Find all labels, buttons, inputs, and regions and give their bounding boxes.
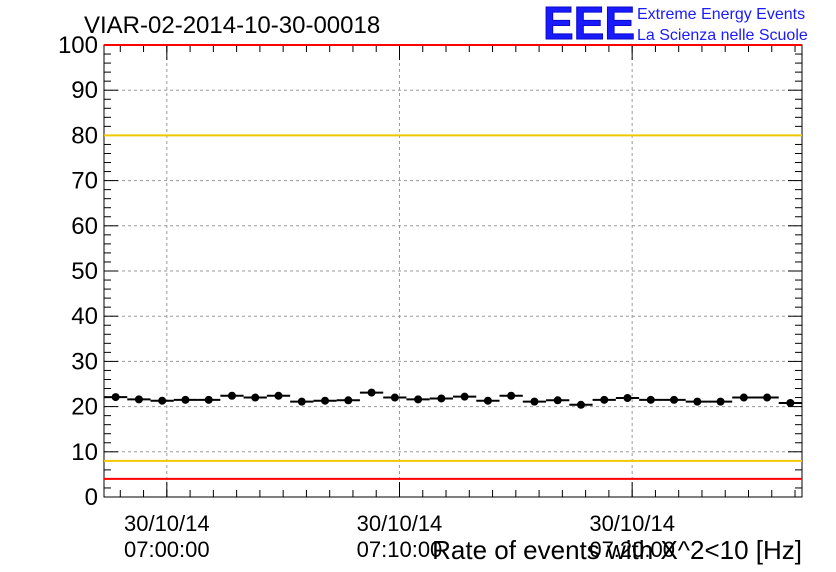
- x-tick-date: 30/10/14: [589, 511, 675, 536]
- y-tick-label: 50: [71, 258, 98, 285]
- chart-title: VIAR-02-2014-10-30-00018: [84, 12, 380, 39]
- x-tick-time: 07:00:00: [124, 537, 210, 562]
- y-tick-label: 30: [71, 348, 98, 375]
- data-point: [483, 396, 492, 405]
- y-tick-label: 40: [71, 303, 98, 330]
- data-point: [507, 391, 516, 400]
- y-tick-label: 60: [71, 213, 98, 240]
- data-point: [344, 396, 353, 405]
- x-tick-time: 07:20:00: [589, 537, 675, 562]
- y-tick-label: 100: [58, 32, 98, 59]
- data-point: [158, 396, 167, 405]
- data-point: [297, 397, 306, 406]
- data-point: [763, 393, 772, 402]
- eee-logo: EEE Extreme Energy Events La Scienza nel…: [543, 0, 808, 50]
- data-point: [530, 397, 539, 406]
- data-point: [437, 394, 446, 403]
- x-tick-time: 07:10:00: [357, 537, 443, 562]
- y-tick-label: 70: [71, 168, 98, 195]
- x-tick-date: 30/10/14: [124, 511, 210, 536]
- data-point: [460, 392, 469, 401]
- data-point: [274, 391, 283, 400]
- y-tick-label: 0: [85, 484, 98, 511]
- data-point: [414, 395, 423, 404]
- data-point: [181, 395, 190, 404]
- data-point: [786, 398, 795, 407]
- data-point: [716, 397, 725, 406]
- data-point: [251, 393, 260, 402]
- data-point: [553, 396, 562, 405]
- data-point: [227, 391, 236, 400]
- logo-mark: EEE: [543, 0, 635, 49]
- data-point: [693, 397, 702, 406]
- x-tick-date: 30/10/14: [357, 511, 443, 536]
- data-point: [623, 394, 632, 403]
- y-tick-label: 20: [71, 394, 98, 421]
- data-point: [670, 395, 679, 404]
- plot-area: 010203040506070809010030/10/1407:00:0030…: [58, 32, 803, 562]
- data-point: [321, 396, 330, 405]
- data-point: [367, 388, 376, 397]
- data-point: [600, 395, 609, 404]
- y-tick-label: 90: [71, 77, 98, 104]
- data-point: [739, 393, 748, 402]
- data-point: [390, 393, 399, 402]
- data-point: [204, 395, 213, 404]
- logo-line-1: Extreme Energy Events: [637, 6, 805, 23]
- data-point: [576, 400, 585, 409]
- y-tick-label: 80: [71, 122, 98, 149]
- x-axis-title: Rate of events with X^2<10 [Hz]: [432, 535, 802, 565]
- y-tick-label: 10: [71, 439, 98, 466]
- data-point: [646, 395, 655, 404]
- logo-line-2: La Scienza nelle Scuole: [637, 27, 808, 44]
- data-point: [134, 395, 143, 404]
- data-point: [111, 393, 120, 402]
